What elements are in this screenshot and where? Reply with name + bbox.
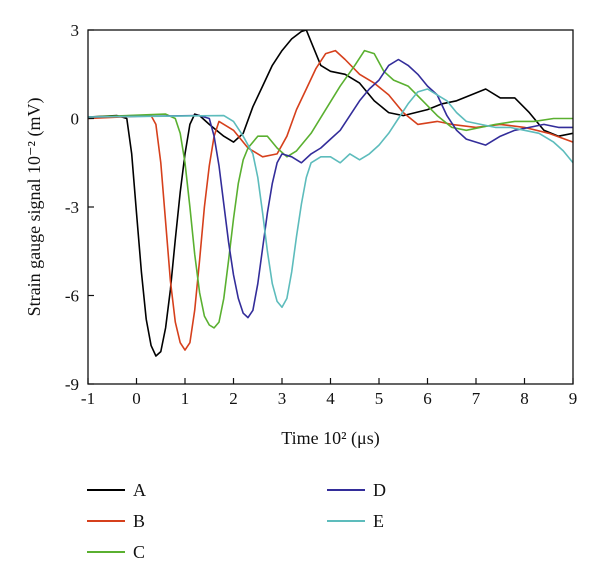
ticks-layer: -1 0 1 2 3 4 5 6 7 8 9 -9 -6 -3 0 3 bbox=[65, 21, 577, 408]
series-line-b bbox=[88, 49, 573, 351]
x-tick-label: 6 bbox=[423, 389, 432, 408]
y-tick-label: -6 bbox=[65, 287, 79, 306]
legend: ABC DE bbox=[87, 480, 386, 562]
y-tick-label: -9 bbox=[65, 375, 79, 394]
x-tick-label: 3 bbox=[278, 389, 287, 408]
y-tick-label: -3 bbox=[65, 198, 79, 217]
series-line-a bbox=[88, 30, 573, 357]
x-tick-label: 4 bbox=[326, 389, 335, 408]
legend-label-a: A bbox=[133, 480, 146, 500]
series-line-e bbox=[88, 88, 573, 309]
legend-label-e: E bbox=[373, 511, 384, 531]
y-axis-title: Strain gauge signal 10⁻² (mV) bbox=[24, 98, 45, 317]
legend-label-d: D bbox=[373, 480, 386, 500]
plot-frame bbox=[87, 29, 574, 385]
series-line-d bbox=[88, 58, 573, 319]
series-layer bbox=[88, 30, 573, 357]
x-tick-label: -1 bbox=[81, 389, 95, 408]
legend-label-b: B bbox=[133, 511, 145, 531]
x-tick-label: 7 bbox=[472, 389, 481, 408]
x-tick-label: 9 bbox=[569, 389, 578, 408]
series-line-c bbox=[88, 49, 573, 329]
x-tick-label: 8 bbox=[520, 389, 529, 408]
legend-label-c: C bbox=[133, 542, 145, 562]
x-tick-label: 1 bbox=[181, 389, 190, 408]
y-tick-label: 0 bbox=[71, 110, 80, 129]
x-axis-title: Time 10² (μs) bbox=[281, 428, 379, 449]
y-tick-label: 3 bbox=[71, 21, 80, 40]
x-tick-label: 0 bbox=[132, 389, 141, 408]
x-tick-label: 2 bbox=[229, 389, 238, 408]
x-tick-label: 5 bbox=[375, 389, 384, 408]
